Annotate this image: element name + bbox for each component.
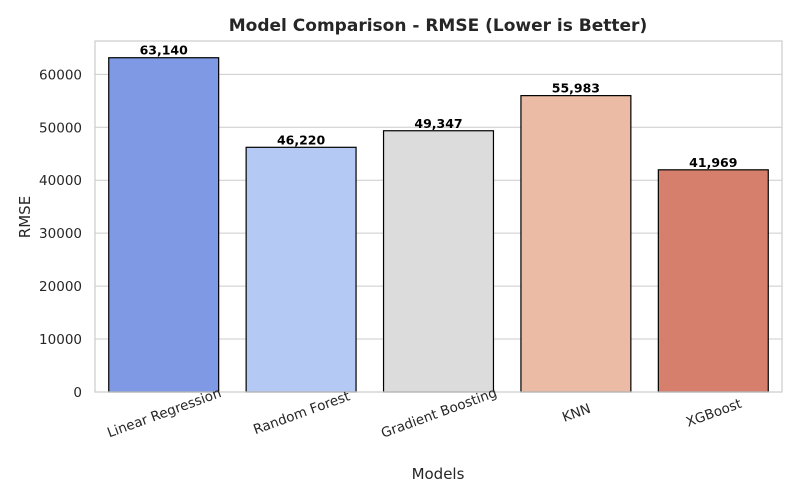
data-label: 55,983 <box>552 81 600 96</box>
y-tick-label: 30000 <box>39 226 82 242</box>
x-axis-title: Models <box>412 465 465 483</box>
bar-xgboost <box>657 169 769 393</box>
y-axis-title: RMSE <box>16 196 34 238</box>
x-tick-label: KNN <box>560 401 593 426</box>
x-tick-label: Linear Regression <box>105 385 223 441</box>
data-label: 63,140 <box>140 43 189 58</box>
x-tick-label: Random Forest <box>251 388 352 438</box>
data-labels: 63,140 46,220 49,347 55,983 41,969 <box>140 43 738 170</box>
x-axis-ticks: Linear Regression Random Forest Gradient B… <box>105 385 744 442</box>
bar-random-forest <box>245 146 357 393</box>
bar-linear-regression <box>108 57 220 393</box>
bar-gradient-boosting <box>382 130 495 393</box>
y-tick-label: 60000 <box>39 67 82 83</box>
y-tick-label: 40000 <box>39 173 82 189</box>
y-tick-label: 10000 <box>39 332 82 348</box>
data-label: 49,347 <box>414 116 462 131</box>
x-tick-label: Gradient Boosting <box>379 385 499 442</box>
x-tick-label: XGBoost <box>684 396 744 431</box>
data-label: 46,220 <box>277 132 326 147</box>
plot-area-frame <box>94 40 783 393</box>
y-tick-label: 50000 <box>39 120 82 136</box>
bar-layer <box>108 57 769 393</box>
data-label: 41,969 <box>689 155 737 170</box>
y-tick-label: 0 <box>73 385 82 401</box>
y-axis-ticks: 0 10000 20000 30000 40000 50000 60000 <box>39 67 82 401</box>
bar-knn <box>520 95 632 393</box>
y-tick-label: 20000 <box>39 279 82 295</box>
chart-title: Model Comparison - RMSE (Lower is Better… <box>229 16 647 36</box>
